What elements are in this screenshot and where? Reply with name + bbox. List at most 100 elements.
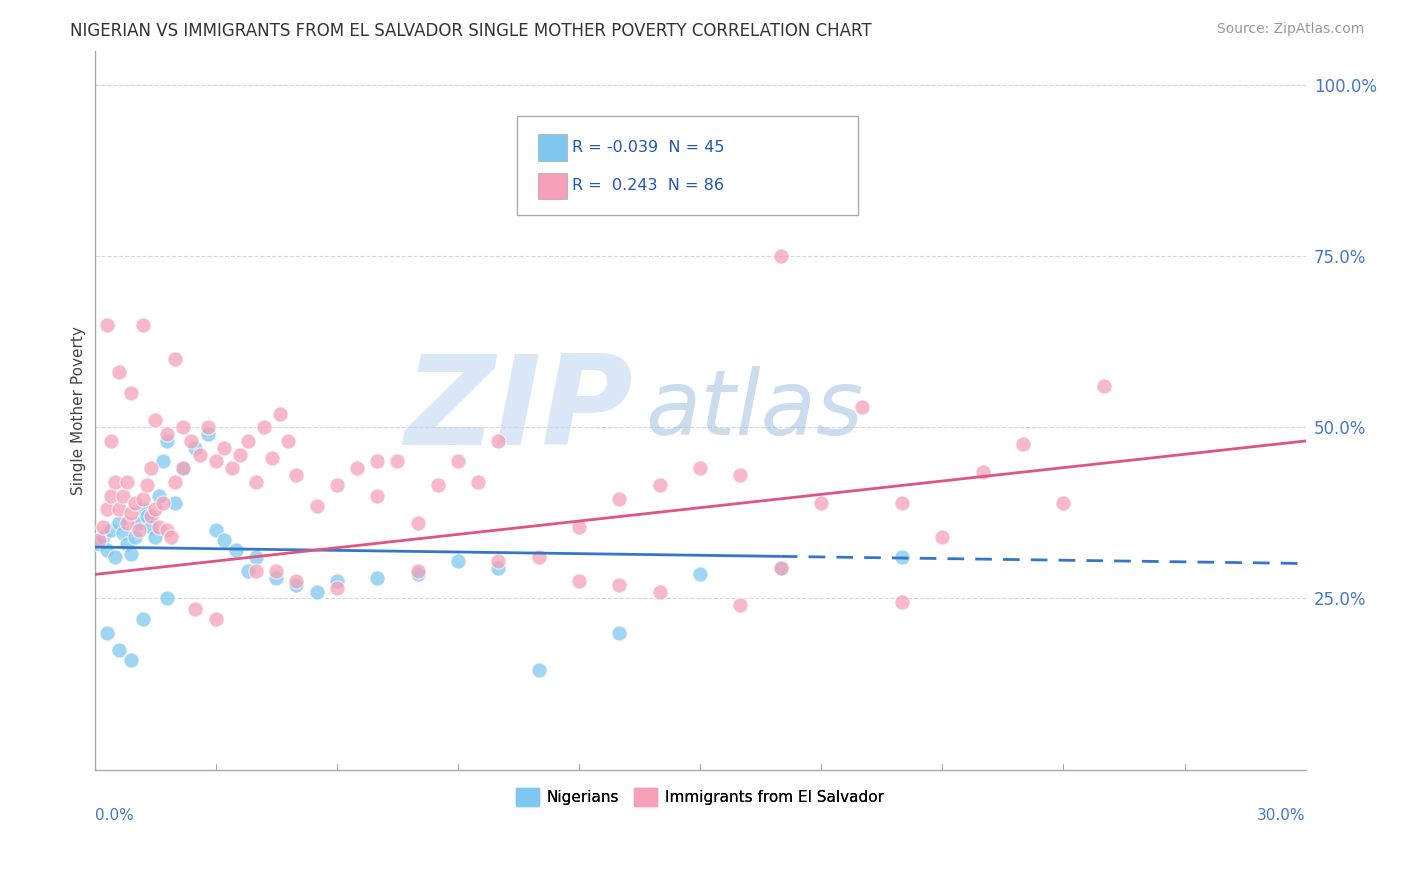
Point <box>609 625 631 640</box>
Point <box>120 386 142 401</box>
Text: R = -0.039  N = 45: R = -0.039 N = 45 <box>572 140 724 155</box>
Point <box>100 434 122 448</box>
Point <box>326 574 349 589</box>
Text: Source: ZipAtlas.com: Source: ZipAtlas.com <box>1216 22 1364 37</box>
Point <box>527 550 550 565</box>
Point <box>609 492 631 507</box>
Point <box>486 434 509 448</box>
Point <box>1012 437 1035 451</box>
Point <box>152 495 174 509</box>
Point <box>229 448 252 462</box>
Point <box>184 441 207 455</box>
Point <box>890 550 912 565</box>
Point <box>568 519 591 533</box>
Point <box>180 434 202 448</box>
Point <box>689 461 711 475</box>
Point <box>366 571 388 585</box>
Point <box>165 495 187 509</box>
Point <box>204 454 226 468</box>
Point <box>120 547 142 561</box>
Point <box>87 533 110 548</box>
Point <box>115 536 138 550</box>
Point <box>689 567 711 582</box>
Point <box>212 441 235 455</box>
Point <box>1092 379 1115 393</box>
Point <box>810 495 832 509</box>
Point <box>212 533 235 548</box>
Text: R =  0.243  N = 86: R = 0.243 N = 86 <box>572 178 724 194</box>
Point <box>91 530 114 544</box>
Point <box>143 530 166 544</box>
Point <box>245 564 267 578</box>
Point <box>107 366 129 380</box>
Point <box>132 492 155 507</box>
Point <box>245 550 267 565</box>
Point <box>100 489 122 503</box>
Point <box>366 454 388 468</box>
Point <box>264 564 287 578</box>
Point <box>730 599 752 613</box>
Point <box>406 567 429 582</box>
Point <box>96 502 118 516</box>
Point <box>139 519 162 533</box>
Legend: Nigerians, Immigrants from El Salvador: Nigerians, Immigrants from El Salvador <box>510 781 890 813</box>
Point <box>972 465 994 479</box>
Point <box>148 519 170 533</box>
Point <box>165 475 187 489</box>
Point <box>648 478 671 492</box>
Point <box>111 489 134 503</box>
Point <box>225 543 247 558</box>
Point <box>769 249 792 263</box>
Point <box>1052 495 1074 509</box>
Point <box>107 502 129 516</box>
Point <box>120 653 142 667</box>
Point <box>890 495 912 509</box>
Point <box>96 318 118 332</box>
Text: atlas: atlas <box>645 366 863 454</box>
Text: 0.0%: 0.0% <box>94 808 134 823</box>
Text: ZIP: ZIP <box>405 350 634 471</box>
Point <box>132 318 155 332</box>
Point <box>96 625 118 640</box>
Point <box>486 554 509 568</box>
Point <box>264 571 287 585</box>
Point <box>107 516 129 530</box>
Point <box>387 454 409 468</box>
Text: NIGERIAN VS IMMIGRANTS FROM EL SALVADOR SINGLE MOTHER POVERTY CORRELATION CHART: NIGERIAN VS IMMIGRANTS FROM EL SALVADOR … <box>70 22 872 40</box>
Point <box>165 351 187 366</box>
Point <box>156 427 179 442</box>
Point <box>467 475 489 489</box>
Point <box>128 523 150 537</box>
Point <box>285 574 308 589</box>
Point <box>204 523 226 537</box>
Point <box>285 578 308 592</box>
Point <box>120 506 142 520</box>
Point <box>143 502 166 516</box>
Point <box>91 519 114 533</box>
Point <box>172 420 194 434</box>
Point <box>262 451 284 466</box>
Point <box>115 516 138 530</box>
Point <box>277 434 299 448</box>
Point <box>527 663 550 677</box>
Point <box>269 407 291 421</box>
Point <box>406 564 429 578</box>
Point <box>124 530 146 544</box>
Point <box>188 448 211 462</box>
Point <box>890 595 912 609</box>
Point <box>156 591 179 606</box>
Point <box>253 420 276 434</box>
Point <box>132 502 155 516</box>
Point <box>184 601 207 615</box>
Point <box>152 454 174 468</box>
Point <box>366 489 388 503</box>
Point <box>406 516 429 530</box>
Point <box>87 536 110 550</box>
Point <box>285 468 308 483</box>
Point <box>100 523 122 537</box>
Point <box>305 584 328 599</box>
Point <box>326 478 349 492</box>
Point <box>115 475 138 489</box>
Point <box>245 475 267 489</box>
Point <box>128 516 150 530</box>
